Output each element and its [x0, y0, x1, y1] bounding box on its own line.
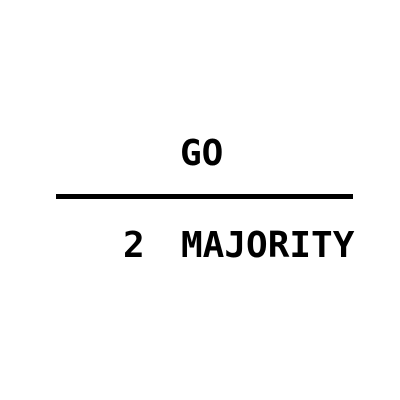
bottom-number: 2	[123, 225, 145, 266]
divider-line	[56, 194, 353, 199]
top-word: GO	[180, 133, 224, 174]
bottom-word: MAJORITY	[181, 225, 355, 266]
